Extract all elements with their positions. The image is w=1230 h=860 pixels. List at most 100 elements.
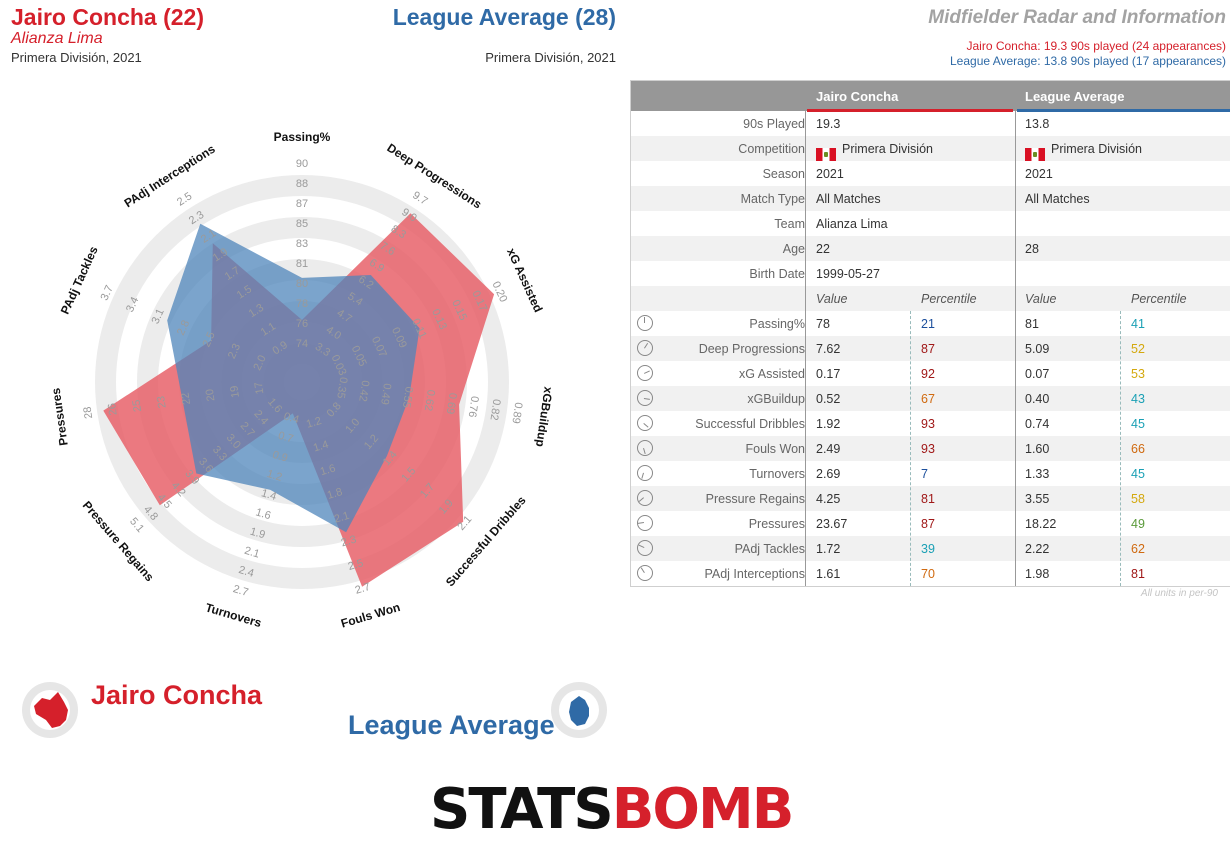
player-competition: Primera División, 2021 — [11, 50, 142, 65]
table-row: Birth Date 1999-05-27 — [631, 261, 1230, 286]
radar-tick-label: 28 — [82, 406, 96, 420]
radar-tick-label: 1.9 — [248, 526, 266, 542]
radar-axis-label: Pressures — [49, 387, 71, 447]
metric-label: Deep Progressions — [698, 342, 805, 356]
radar-tick-label: 0.62 — [422, 389, 437, 412]
average-value: 81 — [1025, 317, 1039, 331]
player-value: 4.25 — [816, 492, 841, 506]
table-row: Match Type All Matches All Matches — [631, 186, 1230, 211]
radar-tick-label: 19 — [228, 385, 242, 399]
col-player-header: Jairo Concha — [816, 89, 899, 104]
radar-tick-label: 1.4 — [260, 487, 278, 503]
average-percentile: 45 — [1131, 467, 1145, 481]
flag-peru-icon — [816, 148, 836, 161]
metric-dial-icon — [637, 365, 653, 381]
radar-tick-label: 90 — [296, 158, 308, 170]
player-value: Primera División — [816, 142, 933, 161]
average-underline — [1017, 109, 1230, 112]
legend-player: Jairo Concha — [91, 680, 263, 710]
radar-axis-label: xGBuildup — [533, 386, 556, 448]
radar-tick-label: 1.4 — [312, 439, 330, 455]
player-percentile: 87 — [921, 517, 935, 531]
average-value: 2.22 — [1025, 542, 1050, 556]
player-percentile: 21 — [921, 317, 935, 331]
radar-tick-label: 20 — [204, 388, 218, 402]
metric-dial-icon — [637, 415, 653, 431]
metric-label: Turnovers — [749, 467, 805, 481]
radar-tick-label: 0.9 — [271, 449, 289, 465]
row-label: Match Type — [740, 192, 805, 206]
player-value: All Matches — [816, 192, 881, 206]
metric-dial-icon — [637, 340, 653, 356]
radar-tick-label: 2.4 — [237, 564, 255, 580]
player-percentile: 93 — [921, 417, 935, 431]
radar-tick-label: 17 — [253, 381, 267, 395]
average-value: 1.98 — [1025, 567, 1050, 581]
row-label: Competition — [738, 142, 805, 156]
percentile-header: Percentile — [1131, 292, 1187, 306]
col-average-header: League Average — [1025, 89, 1125, 104]
player-value: 2.49 — [816, 442, 841, 456]
metric-label: xGBuildup — [747, 392, 805, 406]
metric-label: Successful Dribbles — [695, 417, 805, 431]
player-value: 0.17 — [816, 367, 841, 381]
player-value: 23.67 — [816, 517, 848, 531]
radar-tick-label: 87 — [296, 198, 308, 210]
metric-label: Passing% — [749, 317, 805, 331]
player-percentile: 7 — [921, 467, 928, 481]
divider-player — [805, 111, 806, 586]
radar-tick-label: 0.42 — [356, 379, 371, 402]
average-value: 18.22 — [1025, 517, 1057, 531]
logo-bomb: BOMB — [611, 777, 795, 842]
divider-player-percentile — [910, 311, 911, 586]
radar-tick-label: 2.1 — [243, 545, 261, 561]
metric-label: PAdj Tackles — [734, 542, 805, 556]
average-value: 0.07 — [1025, 367, 1050, 381]
metric-label: Pressures — [748, 517, 805, 531]
radar-tick-label: 1.2 — [305, 415, 323, 431]
metric-dial-icon — [637, 315, 653, 331]
row-label: 90s Played — [743, 117, 805, 131]
player-percentile: 70 — [921, 567, 935, 581]
radar-tick-label: 2.5 — [347, 557, 365, 573]
radar-chart: 74767880818385878890Passing%3.34.04.75.4… — [49, 130, 556, 630]
average-percentile: 43 — [1131, 392, 1145, 406]
average-value: 2021 — [1025, 167, 1053, 181]
average-value: 1.33 — [1025, 467, 1050, 481]
average-value: 3.55 — [1025, 492, 1050, 506]
table-row: Deep Progressions 7.62 87 5.09 52 — [631, 336, 1230, 361]
competition-text: Primera División — [842, 142, 933, 156]
player-underline — [807, 109, 1013, 112]
units-note: All units in per-90 — [1140, 588, 1218, 599]
radar-tick-label: 1.8 — [326, 486, 344, 502]
average-value: 0.74 — [1025, 417, 1050, 431]
radar-tick-label: 2.7 — [232, 583, 250, 599]
metric-dial-icon — [637, 515, 653, 531]
player-value: 78 — [816, 317, 830, 331]
table-row: Competition Primera División Primera Divis… — [631, 136, 1230, 161]
radar-tick-label: 80 — [296, 278, 308, 290]
average-percentile: 66 — [1131, 442, 1145, 456]
radar-tick-label: 22 — [180, 392, 194, 406]
metrics-header-row: Value Percentile Value Percentile — [631, 286, 1230, 311]
player-mini-radar — [22, 682, 78, 738]
average-percentile: 62 — [1131, 542, 1145, 556]
average-value: 1.60 — [1025, 442, 1050, 456]
player-value: 7.62 — [816, 342, 841, 356]
legend-average: League Average — [348, 710, 555, 740]
radar-tick-label: 1.2 — [265, 468, 283, 484]
player-value: 2.69 — [816, 467, 841, 481]
radar-axis-label: Passing% — [274, 130, 331, 144]
divider-average — [1015, 111, 1016, 586]
player-title: Jairo Concha (22) — [11, 4, 204, 30]
metric-dial-icon — [637, 565, 653, 581]
radar-tick-label: 74 — [296, 338, 308, 350]
radar-tick-label: 0.69 — [444, 392, 459, 415]
player-value: 2021 — [816, 167, 844, 181]
table-row: Fouls Won 2.49 93 1.60 66 — [631, 436, 1230, 461]
radar-tick-label: 2.7 — [354, 581, 372, 597]
average-percentile: 45 — [1131, 417, 1145, 431]
player-percentile: 93 — [921, 442, 935, 456]
average-mini-shape — [569, 696, 589, 726]
row-label: Team — [774, 217, 805, 231]
